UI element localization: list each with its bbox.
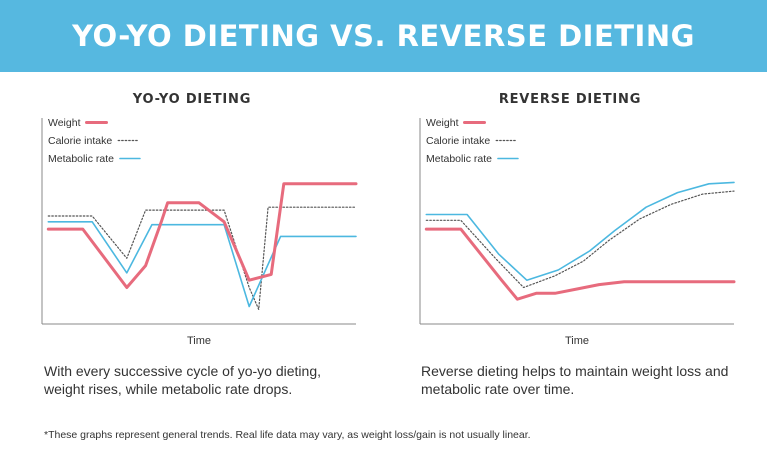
series-line-weight — [424, 227, 736, 301]
legend-label: Metabolic rate — [48, 153, 114, 165]
legend-label: Metabolic rate — [426, 153, 492, 165]
reverse-chart: Time Weight Calorie intake Metabolic rate — [419, 117, 736, 347]
yoyo-caption: With every successive cycle of yo-yo die… — [44, 363, 321, 397]
yoyo-chart: Time Weight Calorie intake Metabolic rate — [41, 117, 358, 347]
footnote: *These graphs represent general trends. … — [44, 429, 531, 441]
header-banner: YO-YO DIETING VS. REVERSE DIETING — [0, 0, 767, 72]
legend-label: Calorie intake — [48, 135, 112, 147]
reverse-chart-panel: REVERSE DIETING Time Weight Calorie intake… — [400, 88, 740, 358]
chart-title: YO-YO DIETING — [132, 92, 252, 107]
page-title: YO-YO DIETING VS. REVERSE DIETING — [72, 19, 695, 53]
reverse-caption: Reverse dieting helps to maintain weight… — [421, 363, 729, 397]
series-line-metabolic-rate — [425, 181, 735, 281]
x-axis-label: Time — [187, 335, 211, 347]
series-line-calorie-intake — [425, 190, 735, 289]
x-axis-label: Time — [565, 335, 589, 347]
legend-label: Weight — [426, 117, 459, 129]
yoyo-chart-panel: YO-YO DIETING Time Weight Calorie intake Me… — [22, 88, 362, 358]
series-line-weight — [46, 182, 358, 289]
legend-label: Calorie intake — [426, 135, 490, 147]
series-line-calorie-intake — [47, 206, 357, 310]
series-line-metabolic-rate — [47, 221, 357, 308]
chart-title: REVERSE DIETING — [498, 92, 642, 107]
legend-label: Weight — [48, 117, 81, 129]
